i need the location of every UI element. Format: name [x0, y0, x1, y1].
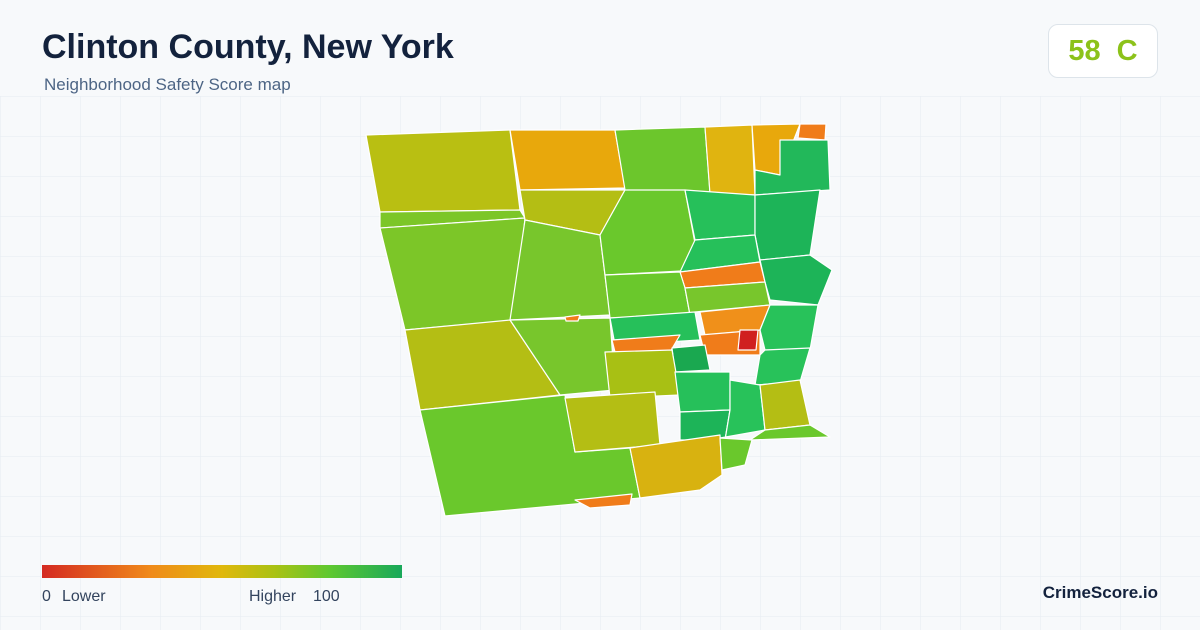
score-badge: 58 C: [1048, 24, 1158, 78]
title: Clinton County, New York: [42, 28, 454, 66]
brand: CrimeScore.io: [1042, 583, 1158, 602]
legend-gradient: [42, 565, 402, 578]
score-value: 58: [1068, 34, 1101, 67]
legend-max: 100: [313, 588, 340, 605]
legend-max-label: Higher: [249, 588, 297, 605]
legend-min: 0: [42, 588, 51, 605]
score-grade: C: [1116, 34, 1138, 67]
legend-min-label: Lower: [62, 588, 106, 605]
subtitle: Neighborhood Safety Score map: [44, 75, 291, 94]
